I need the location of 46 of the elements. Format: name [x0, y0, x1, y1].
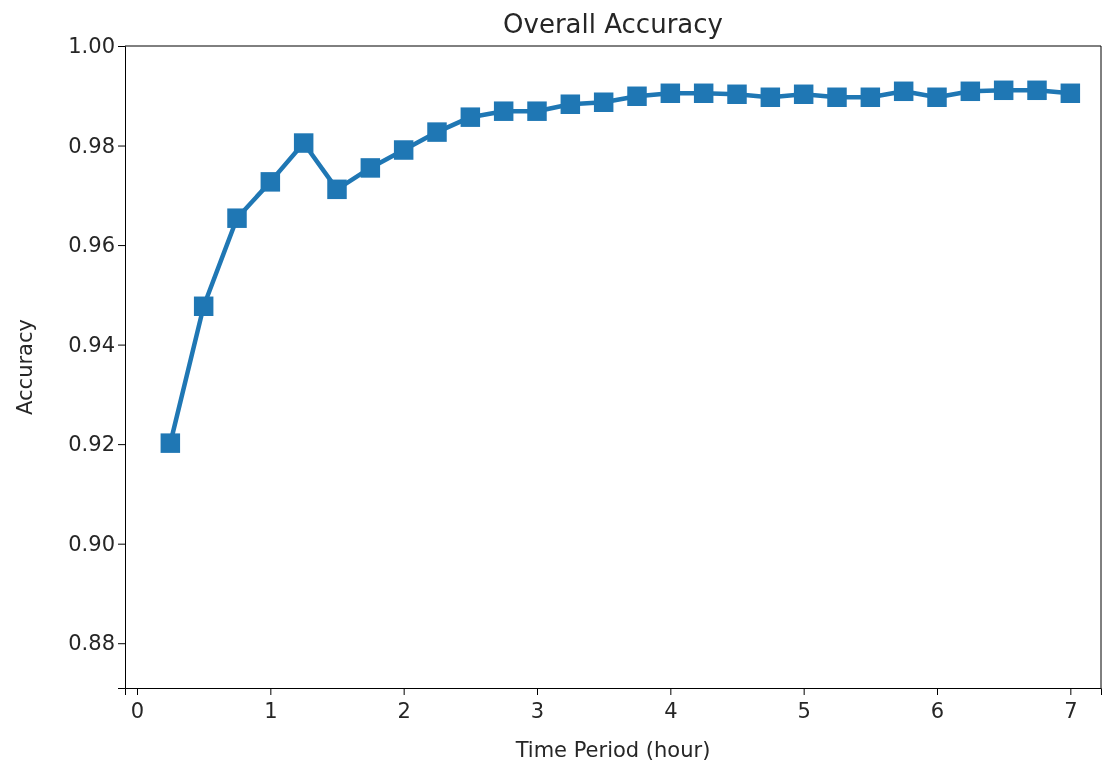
point [860, 87, 881, 108]
x-tick-label: 7 [1064, 698, 1078, 723]
point [793, 84, 814, 105]
point [1027, 80, 1047, 101]
point [527, 101, 547, 121]
point [1060, 83, 1081, 104]
x-tick-label: 0 [130, 698, 145, 723]
x-axis-title: Time Period (hour) [514, 738, 711, 762]
x-tick-label: 3 [530, 698, 545, 723]
point [360, 158, 381, 178]
y-tick-label: 0.96 [68, 233, 115, 258]
y-tick-label: 1.00 [68, 34, 115, 59]
y-tick-label: 0.90 [68, 531, 115, 556]
point [893, 81, 914, 102]
y-tick-label: 0.92 [68, 432, 115, 457]
point [960, 81, 981, 102]
y-tick-label: 0.94 [68, 332, 115, 357]
y-tick-label: 0.98 [68, 133, 115, 158]
point [493, 101, 514, 121]
point [693, 83, 714, 104]
point [393, 140, 414, 160]
point [627, 86, 647, 107]
point [193, 296, 214, 317]
point [327, 179, 347, 200]
point [927, 87, 947, 108]
point [727, 84, 747, 105]
chart-title: Overall Accuracy [503, 9, 723, 39]
point [760, 87, 781, 108]
y-tick-label: 0.88 [68, 631, 115, 656]
point [460, 107, 481, 127]
point [593, 92, 614, 112]
point [427, 122, 447, 142]
point [227, 208, 247, 228]
point [827, 87, 847, 108]
point [993, 80, 1014, 101]
x-tick-label: 4 [664, 698, 678, 723]
x-tick-label: 5 [797, 698, 811, 723]
point [560, 94, 581, 114]
point [260, 172, 281, 192]
x-tick-label: 6 [930, 698, 945, 723]
x-tick-label: 1 [264, 698, 278, 723]
x-tick-label: 2 [397, 698, 411, 723]
point [293, 133, 314, 153]
point [660, 83, 681, 104]
point [160, 433, 181, 453]
y-axis-title: Accuracy [13, 319, 37, 415]
